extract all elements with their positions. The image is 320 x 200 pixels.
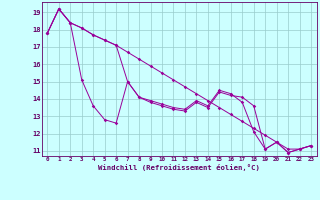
X-axis label: Windchill (Refroidissement éolien,°C): Windchill (Refroidissement éolien,°C) (98, 164, 260, 171)
